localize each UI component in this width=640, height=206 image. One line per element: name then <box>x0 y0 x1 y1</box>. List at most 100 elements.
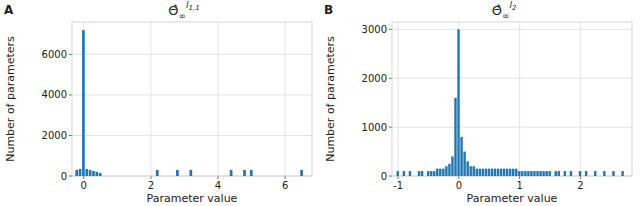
hist-bar <box>524 171 526 176</box>
hist-bar <box>159 176 162 177</box>
hist-bar <box>555 171 557 176</box>
hist-bar <box>576 176 578 177</box>
hist-bar <box>539 171 541 176</box>
grid-line <box>398 22 399 176</box>
hist-bar <box>548 171 550 176</box>
hist-bar <box>173 176 176 177</box>
hist-bar <box>153 176 156 177</box>
hist-bar <box>287 176 290 177</box>
tick-mark <box>69 54 72 55</box>
tick-label: 0 <box>456 180 462 191</box>
hist-bar <box>106 176 109 177</box>
title-sup-sub: 2 <box>512 4 517 12</box>
hist-bar <box>433 171 435 176</box>
hist-bar <box>236 176 239 177</box>
hist-bar <box>220 176 223 177</box>
hist-bar <box>403 171 405 176</box>
grid-line <box>218 22 219 176</box>
hist-bar <box>618 176 620 177</box>
hist-bar <box>415 176 417 177</box>
hist-bar <box>564 171 566 176</box>
hist-bar <box>89 170 92 176</box>
hist-bar <box>136 176 139 177</box>
hist-bar <box>176 170 179 176</box>
hist-bar <box>75 170 78 176</box>
hist-bar <box>223 176 226 177</box>
tick-mark <box>389 78 392 79</box>
hist-bar <box>280 176 283 177</box>
hist-bar <box>230 170 233 176</box>
hist-bar <box>494 169 496 176</box>
grid-line <box>150 22 151 176</box>
hist-bar <box>542 171 544 176</box>
tick-label: 0 <box>61 171 67 182</box>
hist-bar <box>300 170 303 176</box>
hist-bar <box>132 176 135 177</box>
hist-bar <box>497 169 499 176</box>
tick-mark <box>458 176 459 179</box>
hist-bar <box>533 171 535 176</box>
tick-mark <box>69 176 72 177</box>
hist-bar <box>226 176 229 177</box>
x-axis-label: Parameter value <box>147 192 238 205</box>
tick-mark <box>389 176 392 177</box>
hist-bar <box>129 176 132 177</box>
tick-mark <box>83 176 84 179</box>
hist-bar <box>273 176 276 177</box>
hist-bar <box>609 176 611 177</box>
hist-bar <box>294 176 297 177</box>
hist-bar <box>567 176 569 177</box>
tick-label: 4 <box>215 180 221 191</box>
hist-bar <box>418 171 420 176</box>
tick-mark <box>150 176 151 179</box>
tick-mark <box>389 29 392 30</box>
hist-bar <box>240 176 243 177</box>
hist-bar <box>397 171 399 176</box>
hist-bar <box>82 30 85 176</box>
hist-bar <box>579 171 581 176</box>
hist-bar <box>92 171 95 176</box>
hist-bar <box>260 176 263 177</box>
y-axis-label: Number of parameters <box>324 36 337 162</box>
plot-area <box>392 22 632 176</box>
tick-label: 2 <box>577 180 583 191</box>
hist-bar <box>163 176 166 177</box>
hist-bar <box>585 171 587 176</box>
hist-bar <box>621 171 623 176</box>
hist-bar <box>515 169 517 176</box>
tick-mark <box>519 176 520 179</box>
grid-line <box>519 22 520 176</box>
hist-bar <box>424 176 426 177</box>
grid-line <box>392 78 632 79</box>
hist-bar <box>166 176 169 177</box>
hist-bar <box>213 176 216 177</box>
tick-label: 6000 <box>42 49 67 60</box>
tick-label: 0 <box>81 180 87 191</box>
hist-bar <box>588 176 590 177</box>
hist-bar <box>146 176 149 177</box>
hist-bar <box>412 176 414 177</box>
hist-bar <box>518 171 520 176</box>
hist-bar <box>183 176 186 177</box>
tick-label: 1000 <box>362 122 387 133</box>
hist-bar <box>594 171 596 176</box>
hist-bar <box>512 169 514 176</box>
hist-bar <box>457 29 459 176</box>
hist-bar <box>442 169 444 176</box>
tick-mark <box>580 176 581 179</box>
hist-bar <box>139 176 142 177</box>
hist-bar <box>482 169 484 176</box>
hist-bar <box>406 176 408 177</box>
hist-bar <box>530 171 532 176</box>
figure: 02000400060000246AΘ̂∞l1,1Parameter value… <box>0 0 640 206</box>
hist-bar <box>506 169 508 176</box>
tick-mark <box>285 176 286 179</box>
hist-bar <box>503 169 505 176</box>
hist-bar <box>427 171 429 176</box>
bars <box>75 30 303 176</box>
hist-bar <box>156 170 159 176</box>
hist-bar <box>253 176 256 177</box>
panel: 02000400060000246AΘ̂∞l1,1Parameter value… <box>4 0 312 205</box>
hist-bar <box>186 176 189 177</box>
tick-mark <box>218 176 219 179</box>
